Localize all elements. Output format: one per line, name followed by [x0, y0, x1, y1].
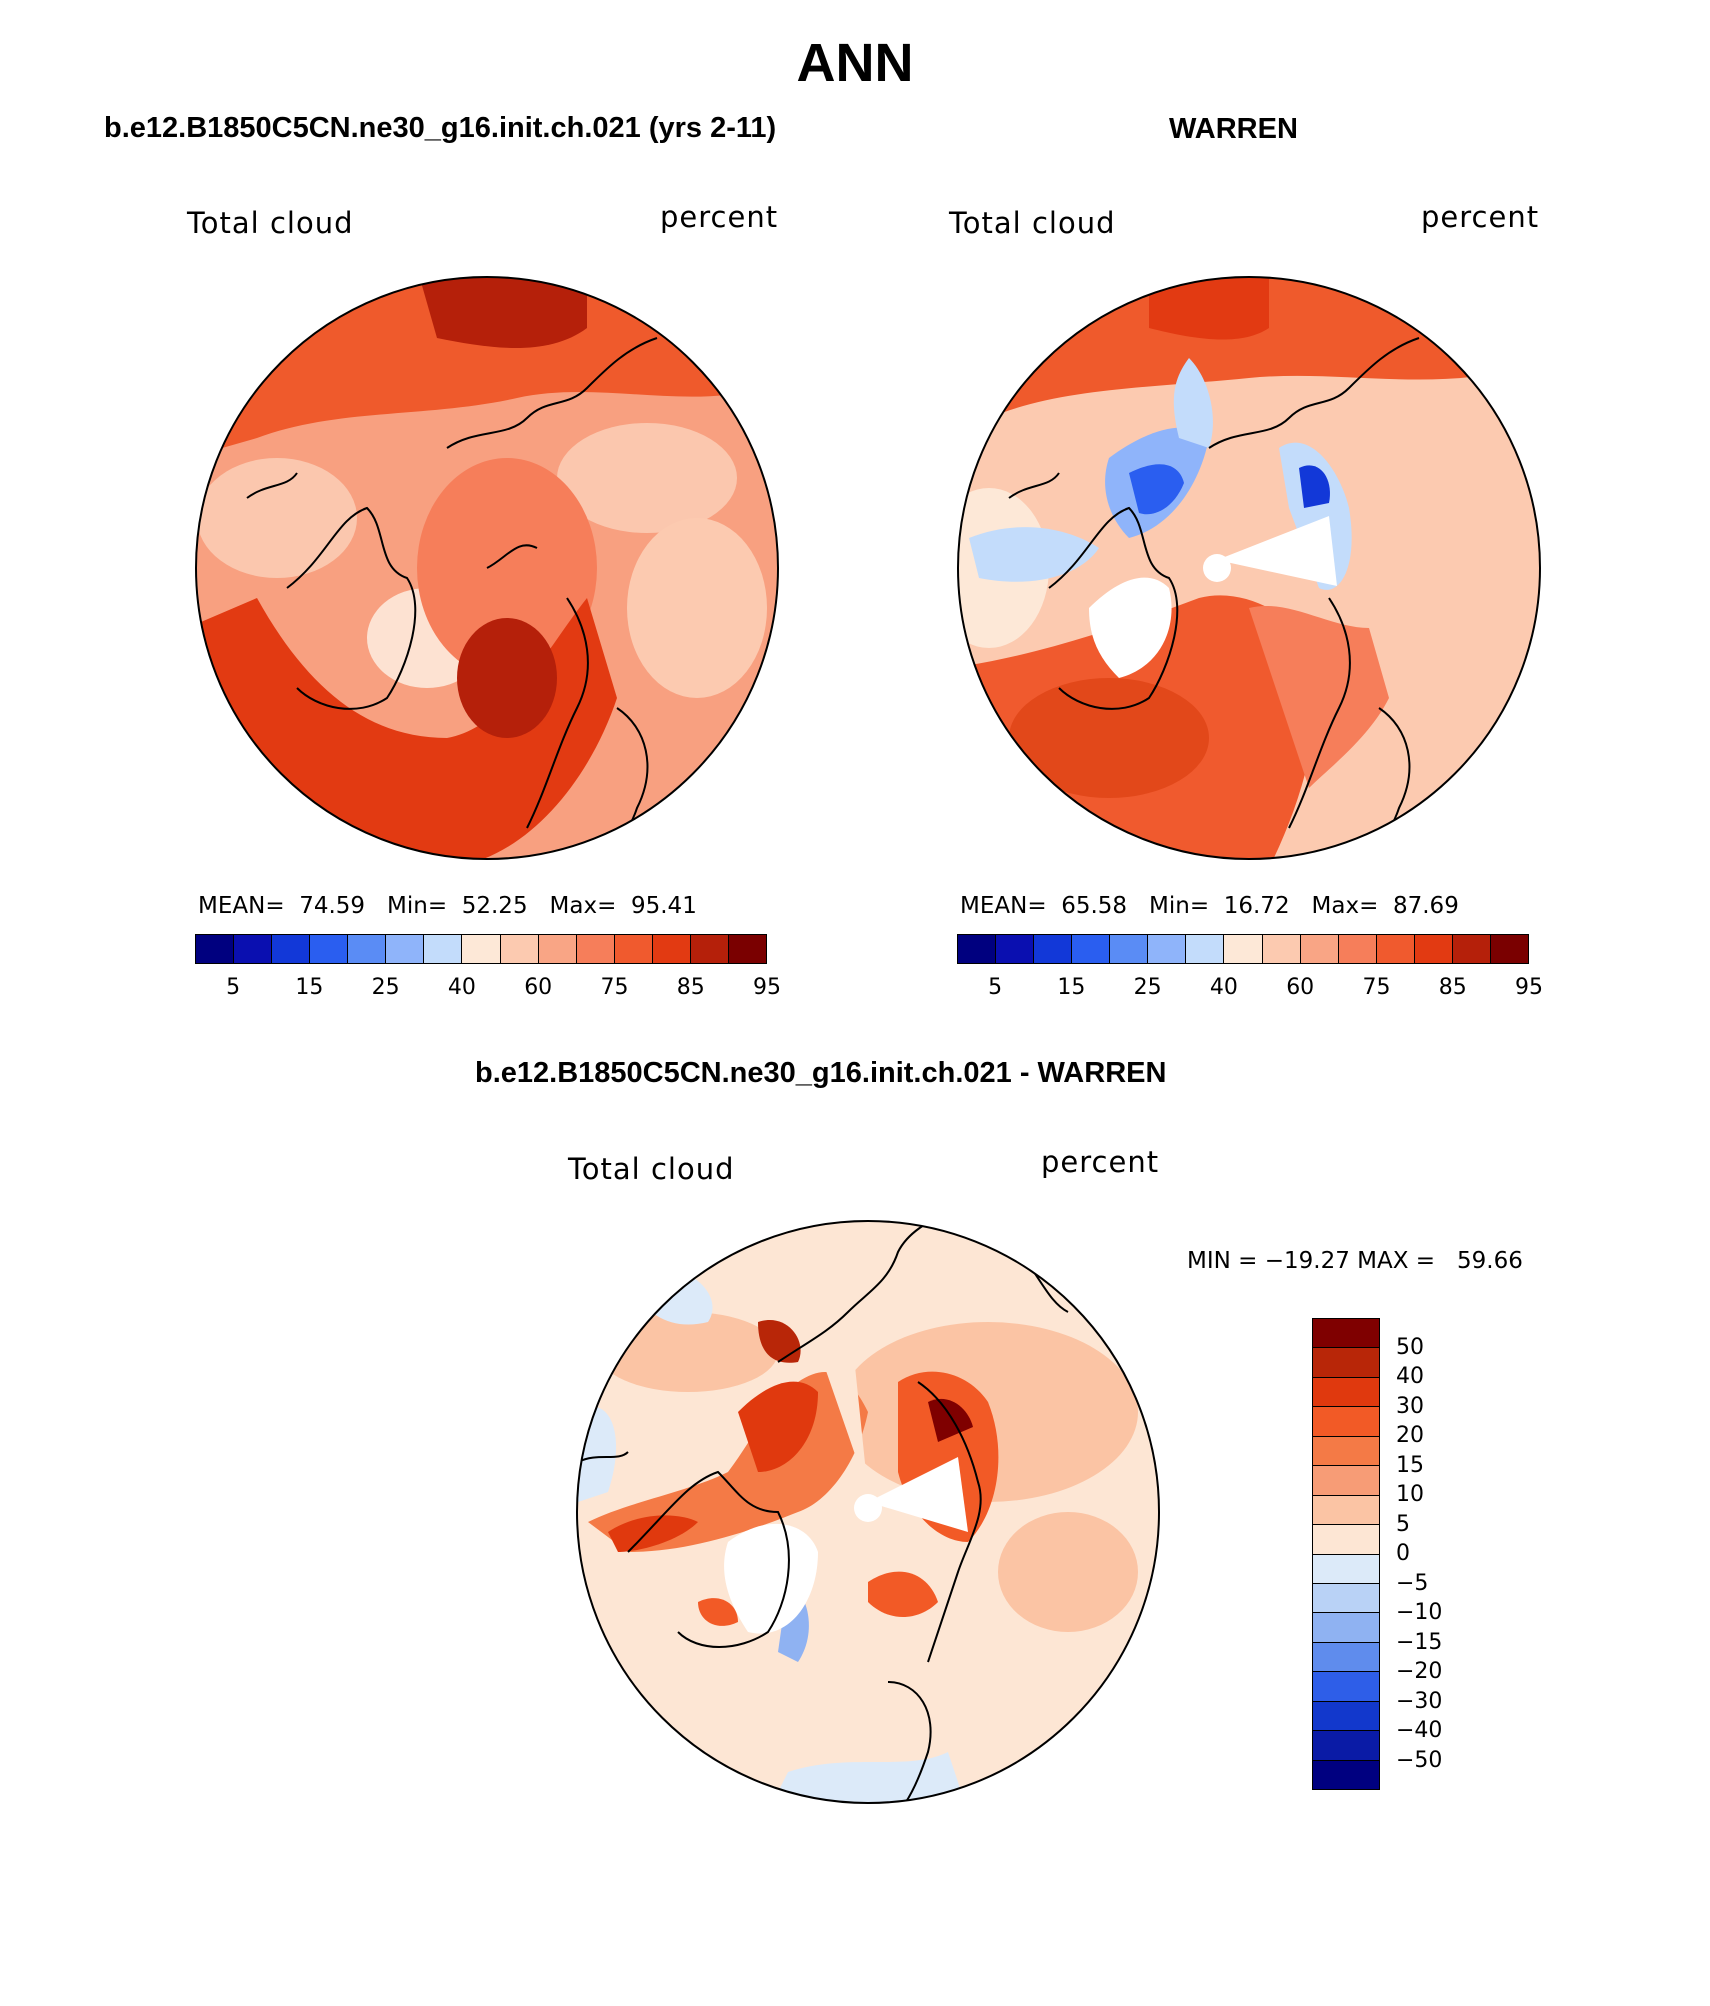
panel-2-stats: MEAN= 65.58 Min= 16.72 Max= 87.69 — [960, 893, 1459, 919]
panel-1-stats: MEAN= 74.59 Min= 52.25 Max= 95.41 — [198, 893, 697, 919]
colorbar-swatch — [1072, 935, 1111, 963]
colorbar-tick-label: −10 — [1396, 1600, 1443, 1625]
colorbar-swatch — [386, 935, 425, 963]
panel-1-heading: b.e12.B1850C5CN.ne30_g16.init.ch.021 (yr… — [104, 112, 777, 144]
colorbar-swatch — [500, 935, 539, 963]
colorbar-swatch — [1490, 935, 1528, 963]
colorbar-swatch — [1452, 935, 1491, 963]
colorbar-swatch — [196, 935, 235, 963]
colorbar-panel-3 — [1312, 1318, 1380, 1790]
colorbar-tick-label: 75 — [600, 975, 629, 1000]
colorbar-swatch — [1186, 935, 1225, 963]
colorbar-swatch — [1313, 1525, 1379, 1555]
colorbar-tick-label: 5 — [226, 975, 241, 1000]
colorbar-swatch — [1313, 1466, 1379, 1496]
colorbar-tick-label: 5 — [988, 975, 1003, 1000]
colorbar-swatch — [1313, 1731, 1379, 1761]
colorbar-tick-label: −30 — [1396, 1688, 1443, 1714]
colorbar-tick-label: 30 — [1396, 1393, 1424, 1419]
colorbar-tick-label: 0 — [1396, 1541, 1410, 1566]
panel-3-heading: b.e12.B1850C5CN.ne30_g16.init.ch.021 - W… — [475, 1057, 1167, 1089]
colorbar-swatch — [728, 935, 766, 963]
colorbar-tick-label: 15 — [1057, 975, 1086, 1000]
colorbar-swatch — [1414, 935, 1453, 963]
colorbar-tick-label: 40 — [1209, 975, 1238, 1000]
colorbar-panel-1-ticks: 5 15 25 40 60 75 85 95 — [195, 975, 781, 1001]
colorbar-tick-label: 40 — [447, 975, 476, 1000]
panel-3-stats: MIN = −19.27 MAX = 59.66 — [1187, 1248, 1523, 1274]
colorbar-swatch — [1338, 935, 1377, 963]
colorbar-swatch — [576, 935, 615, 963]
colorbar-swatch — [348, 935, 387, 963]
colorbar-panel-2 — [957, 934, 1529, 964]
colorbar-panel-1 — [195, 934, 767, 964]
colorbar-swatch — [1110, 935, 1149, 963]
colorbar-tick-label: 50 — [1396, 1334, 1424, 1360]
colorbar-tick-label: 5 — [1396, 1511, 1410, 1537]
panel-2-units: percent — [1421, 200, 1540, 234]
colorbar-swatch — [614, 935, 653, 963]
colorbar-tick-label: −5 — [1396, 1570, 1429, 1596]
colorbar-swatch — [1313, 1319, 1379, 1349]
colorbar-swatch — [1224, 935, 1263, 963]
colorbar-swatch — [1300, 935, 1339, 963]
colorbar-swatch — [310, 935, 349, 963]
colorbar-swatch — [1313, 1613, 1379, 1643]
colorbar-swatch — [1313, 1407, 1379, 1437]
colorbar-swatch — [1313, 1583, 1379, 1614]
page-title: ANN — [796, 33, 914, 93]
colorbar-tick-label: 95 — [753, 975, 781, 1000]
colorbar-swatch — [1313, 1554, 1379, 1584]
colorbar-swatch — [1313, 1377, 1379, 1408]
colorbar-tick-label: −20 — [1396, 1659, 1443, 1684]
colorbar-swatch — [1376, 935, 1415, 963]
colorbar-swatch — [538, 935, 577, 963]
colorbar-swatch — [1313, 1760, 1379, 1789]
panel-2-variable: Total cloud — [949, 206, 1116, 240]
colorbar-tick-label: 75 — [1362, 975, 1391, 1000]
colorbar-swatch — [1313, 1436, 1379, 1467]
colorbar-swatch — [272, 935, 311, 963]
map-panel-3 — [576, 1220, 1160, 1804]
colorbar-swatch — [1313, 1701, 1379, 1732]
colorbar-swatch — [1034, 935, 1073, 963]
panel-1-variable: Total cloud — [187, 206, 354, 240]
panel-3-variable: Total cloud — [568, 1152, 735, 1186]
colorbar-tick-label: −40 — [1396, 1718, 1443, 1743]
colorbar-swatch — [1313, 1642, 1379, 1673]
colorbar-tick-label: 15 — [295, 975, 324, 1000]
colorbar-swatch — [1148, 935, 1187, 963]
colorbar-tick-label: 40 — [1396, 1364, 1424, 1389]
colorbar-tick-label: 20 — [1396, 1423, 1424, 1448]
colorbar-swatch — [1262, 935, 1301, 963]
panel-3-units: percent — [1041, 1145, 1160, 1179]
colorbar-tick-label: 95 — [1515, 975, 1543, 1000]
colorbar-swatch — [1313, 1495, 1379, 1526]
colorbar-tick-label: 60 — [1286, 975, 1315, 1000]
colorbar-panel-2-ticks: 5 15 25 40 60 75 85 95 — [957, 975, 1543, 1001]
colorbar-tick-label: 25 — [371, 975, 400, 1000]
colorbar-swatch — [958, 935, 997, 963]
colorbar-swatch — [1313, 1348, 1379, 1378]
colorbar-swatch — [652, 935, 691, 963]
map-panel-2 — [957, 276, 1541, 860]
colorbar-tick-label: 60 — [524, 975, 553, 1000]
panel-1-units: percent — [660, 200, 779, 234]
colorbar-tick-label: −50 — [1396, 1747, 1443, 1773]
colorbar-swatch — [690, 935, 729, 963]
colorbar-tick-label: 10 — [1396, 1482, 1424, 1507]
colorbar-swatch — [234, 935, 273, 963]
colorbar-tick-label: −15 — [1396, 1629, 1443, 1655]
colorbar-swatch — [996, 935, 1035, 963]
colorbar-tick-label: 25 — [1133, 975, 1162, 1000]
colorbar-panel-3-ticks: 50 40 30 20 15 10 5 0 −5 −10 −15 −20 −30 −40 −50 — [1396, 1318, 1476, 1788]
colorbar-tick-label: 85 — [1438, 975, 1467, 1000]
colorbar-swatch — [462, 935, 501, 963]
colorbar-tick-label: 85 — [676, 975, 705, 1000]
panel-2-heading: WARREN — [1169, 113, 1298, 145]
colorbar-swatch — [1313, 1672, 1379, 1702]
colorbar-swatch — [424, 935, 463, 963]
map-panel-1 — [195, 276, 779, 860]
colorbar-tick-label: 15 — [1396, 1452, 1424, 1478]
